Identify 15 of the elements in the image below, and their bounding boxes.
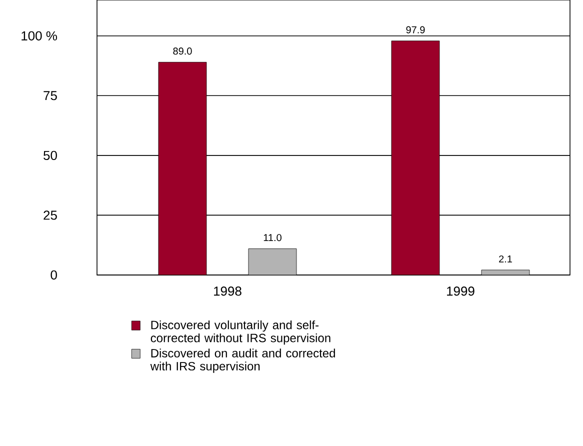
x-tick-label: 1999 xyxy=(447,286,474,296)
y-tick-label: 50 xyxy=(44,150,57,160)
data-label: 2.1 xyxy=(499,255,512,262)
legend-label: Discovered on audit and corrected with IRS supervision xyxy=(150,348,335,373)
legend-label: Discovered voluntarily and self-corrected without IRS supervision xyxy=(150,320,330,345)
bar xyxy=(391,40,440,275)
x-tick-label: 1998 xyxy=(214,286,242,296)
data-label: 97.9 xyxy=(406,26,425,34)
data-label: 11.0 xyxy=(264,234,282,242)
y-tick-label: 0 xyxy=(50,270,57,280)
bar xyxy=(158,62,207,275)
data-label: 89.0 xyxy=(173,48,192,55)
y-tick-label: 75 xyxy=(44,91,57,100)
y-tick-label: 25 xyxy=(44,210,57,220)
y-tick-label: 100 % xyxy=(22,31,57,40)
